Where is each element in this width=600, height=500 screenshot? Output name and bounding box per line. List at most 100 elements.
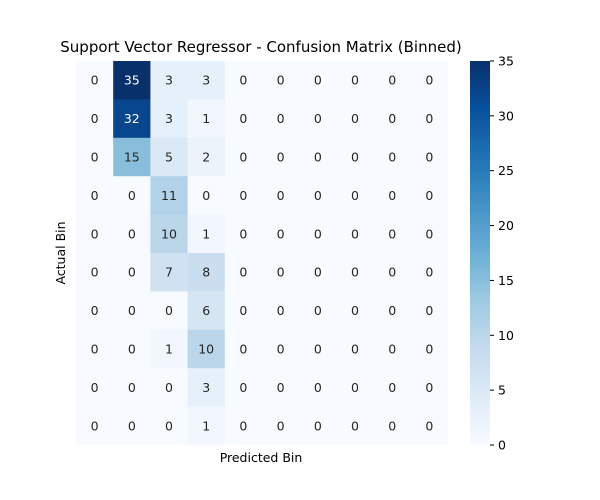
heatmap-cell (262, 368, 300, 408)
colorbar-tick-label: 30 (498, 108, 514, 123)
heatmap-cell (299, 253, 337, 292)
heatmap-cell (410, 406, 449, 446)
heatmap-cell (336, 61, 375, 100)
heatmap-cell (373, 406, 412, 446)
heatmap-cell-label: 0 (388, 188, 396, 203)
x-axis-label: Predicted Bin (220, 450, 303, 465)
heatmap-cell-label: 0 (314, 265, 322, 280)
heatmap-cell-label: 0 (128, 226, 136, 241)
heatmap-cell-label: 0 (425, 418, 433, 433)
heatmap-cell (410, 214, 449, 254)
heatmap-cell (410, 99, 449, 139)
heatmap-cell-label: 0 (351, 150, 359, 165)
heatmap-cell (113, 368, 151, 408)
heatmap-cell-label: 0 (425, 265, 433, 280)
heatmap-cell-label: 0 (388, 226, 396, 241)
heatmap-cell-label: 0 (277, 303, 285, 318)
heatmap-cell (373, 99, 412, 139)
heatmap-cell (76, 214, 114, 254)
heatmap-cell (299, 329, 337, 369)
heatmap-cell (150, 253, 189, 292)
heatmap-cell-label: 0 (388, 265, 396, 280)
heatmap-cell (410, 253, 449, 292)
heatmap-cell (299, 176, 337, 216)
heatmap-cell (224, 99, 263, 139)
heatmap-cell-label: 0 (314, 303, 322, 318)
heatmap-cell (299, 214, 337, 254)
heatmap-cell-label: 0 (91, 226, 99, 241)
heatmap-cell (76, 253, 114, 292)
heatmap-cell (113, 137, 151, 177)
heatmap-cell (76, 61, 114, 100)
heatmap-cell-label: 0 (351, 111, 359, 126)
heatmap-cell-label: 8 (202, 265, 210, 280)
heatmap-cell (299, 137, 337, 177)
heatmap-cell-label: 0 (388, 150, 396, 165)
heatmap-cell-label: 0 (277, 265, 285, 280)
heatmap-cell (187, 329, 226, 369)
heatmap-cell-label: 0 (277, 380, 285, 395)
heatmap-cell (187, 406, 226, 446)
heatmap-cell-label: 0 (351, 380, 359, 395)
heatmap-cell-label: 0 (128, 380, 136, 395)
heatmap-cell (336, 99, 375, 139)
heatmap-cell (299, 368, 337, 408)
heatmap-cell-label: 0 (91, 342, 99, 357)
heatmap-cell-label: 0 (351, 418, 359, 433)
heatmap-cell-label: 0 (239, 265, 247, 280)
heatmap-cell (336, 214, 375, 254)
colorbar-tick-label: 20 (498, 218, 514, 233)
heatmap-cell (113, 61, 151, 100)
heatmap-cell-label: 0 (91, 418, 99, 433)
heatmap-cell (410, 329, 449, 369)
heatmap-cell-label: 0 (277, 342, 285, 357)
heatmap-cell-label: 1 (202, 418, 210, 433)
heatmap-cell (262, 214, 300, 254)
heatmap-cell (150, 368, 189, 408)
heatmap-cell (373, 329, 412, 369)
heatmap-cell (187, 99, 226, 139)
heatmap-cell-label: 0 (277, 418, 285, 433)
heatmap-cell (76, 137, 114, 177)
heatmap-cell (76, 329, 114, 369)
heatmap-cell-label: 0 (351, 342, 359, 357)
heatmap-cell-label: 3 (165, 73, 173, 88)
heatmap-cell-label: 0 (425, 73, 433, 88)
heatmap-cell (76, 99, 114, 139)
heatmap-cell-label: 10 (161, 226, 177, 241)
heatmap-cell-label: 0 (239, 342, 247, 357)
heatmap-cell (299, 61, 337, 100)
heatmap-cell (262, 99, 300, 139)
heatmap-cell (113, 99, 151, 139)
heatmap-cell (336, 329, 375, 369)
heatmap-cell-label: 0 (314, 380, 322, 395)
heatmap-cell (224, 61, 263, 100)
heatmap-cell-label: 0 (351, 73, 359, 88)
heatmap-cell (224, 291, 263, 331)
heatmap-cell (150, 176, 189, 216)
heatmap-cell-label: 0 (91, 150, 99, 165)
heatmap-cell-label: 0 (277, 150, 285, 165)
heatmap-cell (262, 291, 300, 331)
heatmap-cell-label: 0 (388, 418, 396, 433)
heatmap-cell-label: 0 (425, 150, 433, 165)
heatmap-cell (262, 329, 300, 369)
colorbar-tick-label: 10 (498, 328, 514, 343)
heatmap-cell (299, 406, 337, 446)
heatmap-cell (299, 99, 337, 139)
colorbar-ticks: 0 5 10 15 20 25 30 35 (490, 54, 514, 453)
heatmap-cell-label: 0 (314, 188, 322, 203)
heatmap-cell (187, 61, 226, 100)
heatmap-cell (150, 99, 189, 139)
heatmap-cell-label: 0 (128, 418, 136, 433)
heatmap-cell-label: 0 (202, 188, 210, 203)
heatmap-cell (373, 368, 412, 408)
heatmap-cell (373, 214, 412, 254)
heatmap-cell-label: 1 (202, 111, 210, 126)
heatmap-cell (224, 253, 263, 292)
heatmap-cell-label: 0 (314, 73, 322, 88)
heatmap-cell-label: 0 (425, 380, 433, 395)
heatmap-cell (224, 176, 263, 216)
heatmap-cell (373, 137, 412, 177)
